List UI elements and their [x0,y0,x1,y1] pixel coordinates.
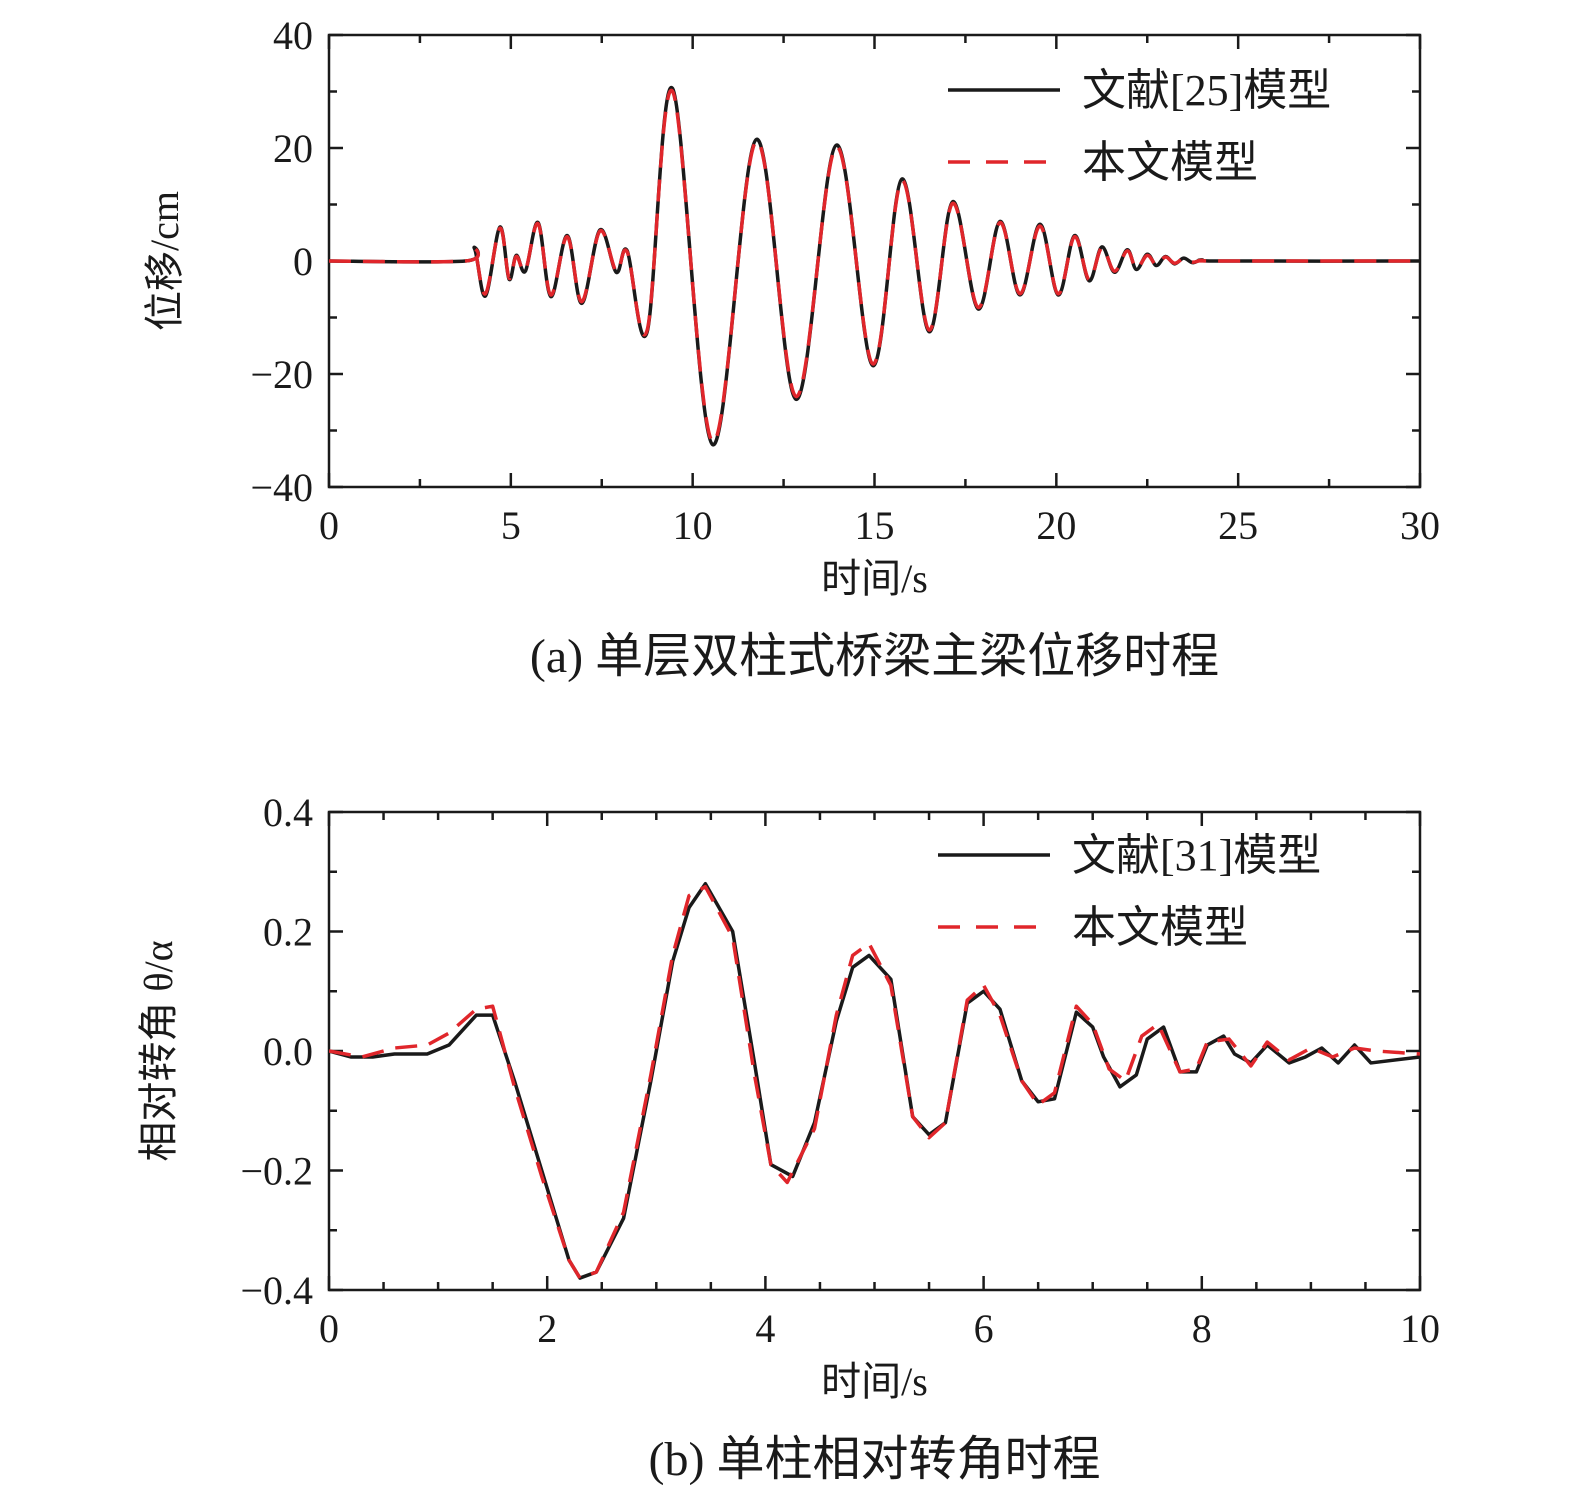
x-axis-title: 时间/s [821,556,928,601]
legend-label: 本文模型 [1072,903,1248,952]
legend-label: 文献[25]模型 [1082,66,1331,115]
y-tick-label: −0.2 [240,1149,313,1194]
y-axis-title: 相对转角 θ/α [136,940,181,1161]
x-tick-label: 10 [673,503,713,548]
y-tick-label: 0 [293,239,313,284]
series-group [329,86,1420,447]
series-group [329,881,1420,1280]
series-line-solid [329,881,1420,1280]
y-tick-label: 20 [273,126,313,171]
x-tick-label: 5 [501,503,521,548]
y-tick-label: 40 [273,13,313,58]
panel-caption: (a) 单层双柱式桥梁主梁位移时程 [530,630,1219,683]
x-tick-label: 30 [1400,503,1440,548]
x-tick-label: 20 [1036,503,1076,548]
plot-frame [327,810,1422,1292]
y-tick-label: 0.4 [263,790,313,835]
x-tick-label: 0 [319,503,339,548]
x-tick-label: 25 [1218,503,1258,548]
x-tick-label: 10 [1400,1306,1440,1351]
x-tick-label: 15 [855,503,895,548]
x-tick-label: 8 [1192,1306,1212,1351]
x-tick-label: 4 [755,1306,775,1351]
series-line-dashed [329,88,1420,444]
y-tick-label: 0.0 [263,1029,313,1074]
series-line-dashed [329,884,1420,1280]
y-tick-label: −20 [250,352,313,397]
x-tick-label: 6 [974,1306,994,1351]
x-axis-title: 时间/s [821,1359,928,1404]
x-tick-label: 0 [319,1306,339,1351]
y-tick-label: 0.2 [263,910,313,955]
panel-b: 0 2 4 6 8 10 −0.4 −0.2 0.0 0.2 0.4 时间/s 相对转角 θ/α 文献[3… [136,790,1440,1486]
panel-a: 0 5 10 15 20 25 30 −40 −20 0 20 40 时间/s 位移/cm 文献[25]模型… [142,13,1440,683]
panel-caption: (b) 单柱相对转角时程 [649,1433,1101,1486]
legend-label: 文献[31]模型 [1072,831,1321,880]
y-tick-label: −0.4 [240,1268,313,1313]
x-tick-label: 2 [537,1306,557,1351]
legend-label: 本文模型 [1082,138,1258,187]
y-tick-label: −40 [250,465,313,510]
y-axis-title: 位移/cm [142,191,187,331]
